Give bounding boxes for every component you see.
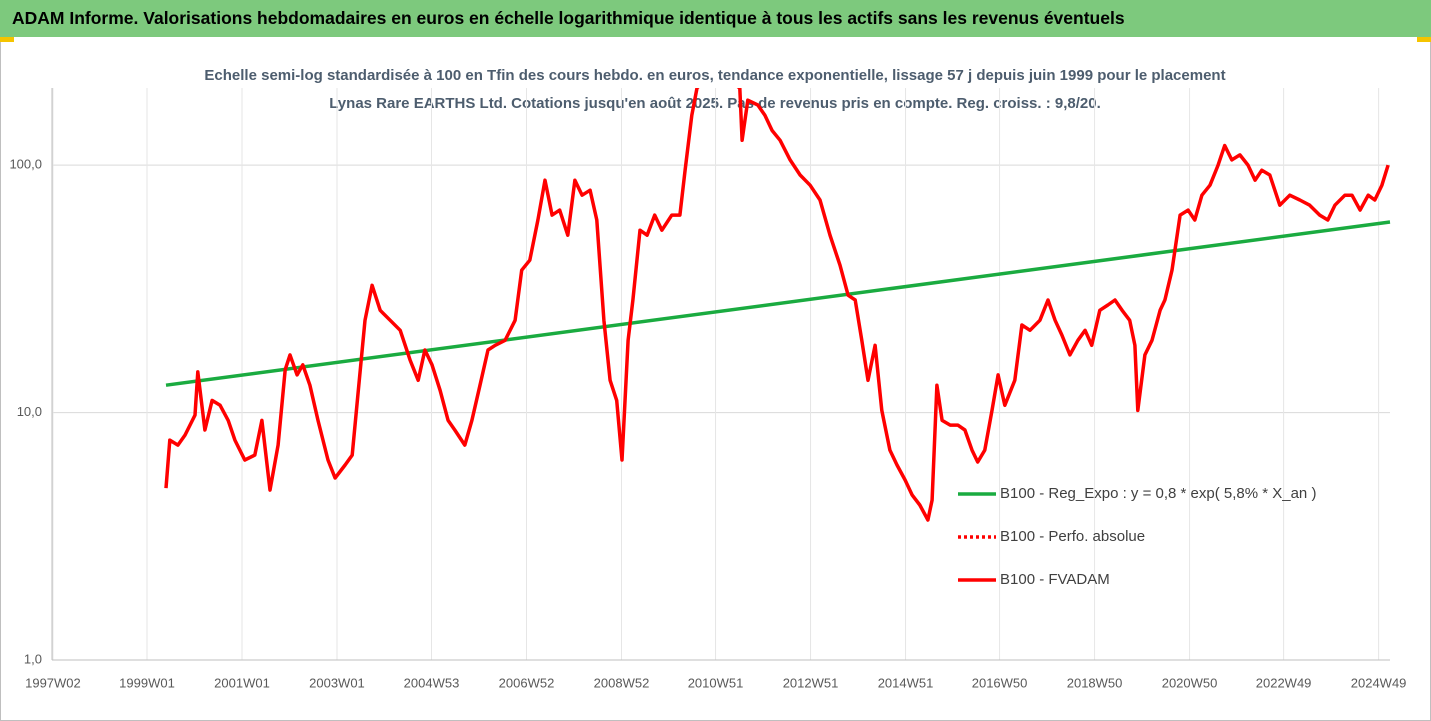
y-tick-label: 1,0 bbox=[24, 651, 42, 666]
x-tick-label: 2001W01 bbox=[214, 675, 270, 690]
legend-label: B100 - Reg_Expo : y = 0,8 * exp( 5,8% * … bbox=[1000, 485, 1316, 502]
x-tick-label: 2008W52 bbox=[594, 675, 650, 690]
y-tick-label: 10,0 bbox=[17, 404, 42, 419]
series-line bbox=[164, 88, 1390, 522]
plot-area bbox=[164, 88, 1391, 522]
chart-title: ADAM Informe. Valorisations hebdomadaire… bbox=[12, 8, 1125, 28]
x-tick-label: 2004W53 bbox=[404, 675, 460, 690]
y-tick-label: 100,0 bbox=[9, 157, 42, 172]
corner-mark bbox=[0, 37, 14, 42]
x-tick-label: 2022W49 bbox=[1256, 675, 1312, 690]
x-tick-label: 2024W49 bbox=[1351, 675, 1407, 690]
x-tick-label: 2012W51 bbox=[783, 675, 839, 690]
x-tick-label: 2006W52 bbox=[499, 675, 555, 690]
x-tick-label: 2014W51 bbox=[878, 675, 934, 690]
corner-mark bbox=[1417, 37, 1431, 42]
legend-label: B100 - FVADAM bbox=[1000, 571, 1110, 588]
header-bar: ADAM Informe. Valorisations hebdomadaire… bbox=[0, 0, 1431, 37]
x-tick-label: 1997W02 bbox=[25, 675, 81, 690]
x-tick-label: 2018W50 bbox=[1067, 675, 1123, 690]
legend-label: B100 - Perfo. absolue bbox=[1000, 528, 1145, 545]
x-tick-label: 2016W50 bbox=[972, 675, 1028, 690]
x-tick-label: 1999W01 bbox=[119, 675, 175, 690]
series-line bbox=[165, 220, 1391, 387]
x-tick-label: 2020W50 bbox=[1162, 675, 1218, 690]
chart-subtitle: Echelle semi-log standardisée à 100 en T… bbox=[204, 67, 1226, 112]
x-tick-label: 2003W01 bbox=[309, 675, 365, 690]
x-tick-label: 2010W51 bbox=[688, 675, 744, 690]
